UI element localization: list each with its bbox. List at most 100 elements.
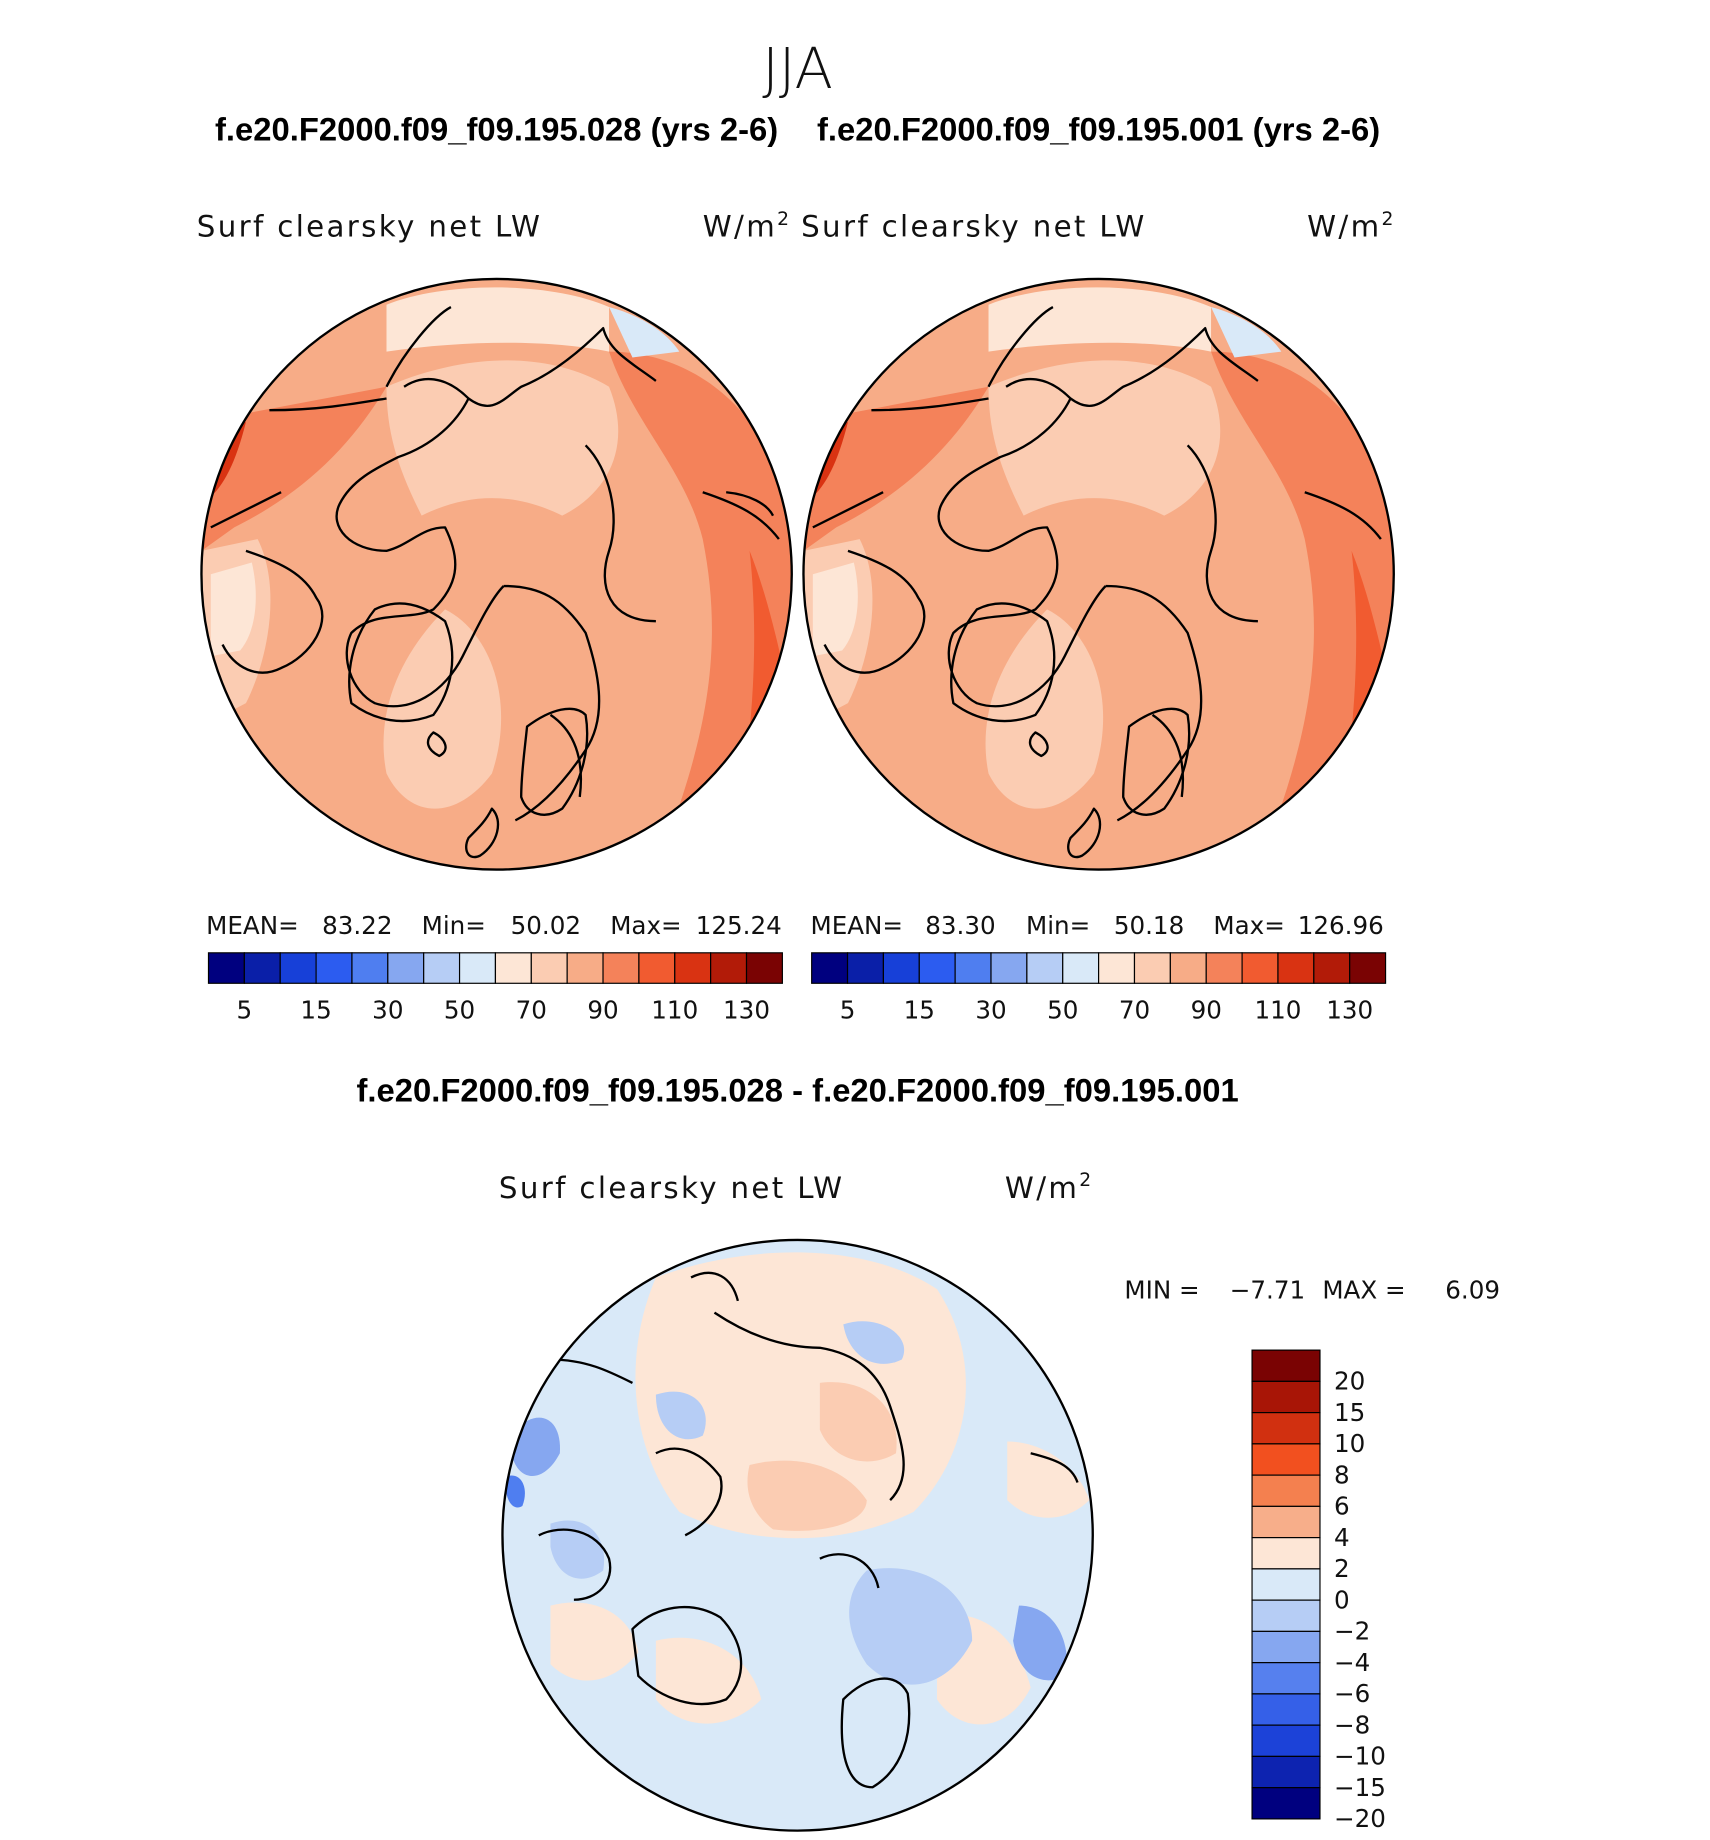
right-colorbar-swatch bbox=[1169, 952, 1207, 984]
difference-units-label: W/m2 bbox=[1005, 1170, 1094, 1205]
left-colorbar-swatch bbox=[530, 952, 568, 984]
right-colorbar-swatch bbox=[1133, 952, 1171, 984]
right-colorbar-swatch bbox=[1062, 952, 1100, 984]
difference-colorbar-tick-label: 0 bbox=[1334, 1585, 1350, 1614]
difference-min-label: MIN = bbox=[1124, 1276, 1199, 1305]
difference-colorbar-tick-label: 8 bbox=[1334, 1460, 1350, 1489]
left-colorbar-swatch bbox=[638, 952, 676, 984]
difference-colorbar-tick-label: −20 bbox=[1334, 1804, 1386, 1833]
right-colorbar-tick-label: 5 bbox=[840, 995, 856, 1024]
difference-map-border bbox=[501, 1238, 1094, 1832]
right-colorbar-swatch bbox=[1098, 952, 1136, 984]
difference-colorbar-tick-label: 10 bbox=[1334, 1429, 1365, 1458]
left-min-value: 50.02 bbox=[511, 911, 581, 940]
difference-colorbar-tick-label: −6 bbox=[1334, 1679, 1370, 1708]
right-mean-value: 83.30 bbox=[925, 911, 995, 940]
left-map bbox=[201, 278, 792, 870]
left-colorbar-swatch bbox=[458, 952, 497, 984]
left-colorbar-swatch bbox=[279, 952, 317, 984]
right-case-title: f.e20.F2000.f09_f09.195.001 (yrs 2-6) bbox=[817, 111, 1380, 148]
difference-colorbar-tick-label: 20 bbox=[1334, 1367, 1365, 1396]
right-colorbar-swatch bbox=[954, 952, 992, 984]
right-colorbar-swatch bbox=[990, 952, 1028, 984]
left-max-label: Max= bbox=[610, 911, 681, 940]
right-mean-label: MEAN= bbox=[810, 911, 903, 940]
difference-title: f.e20.F2000.f09_f09.195.028 - f.e20.F200… bbox=[356, 1072, 1238, 1109]
left-colorbar-swatch bbox=[243, 952, 281, 984]
right-colorbar-tick-label: 50 bbox=[1047, 995, 1078, 1024]
left-max-value: 125.24 bbox=[696, 911, 782, 940]
difference-colorbar-swatch bbox=[1251, 1349, 1321, 1382]
difference-colorbar-swatch bbox=[1251, 1505, 1321, 1539]
right-colorbar-tick-label: 15 bbox=[904, 995, 935, 1024]
difference-colorbar-swatch bbox=[1251, 1755, 1321, 1789]
difference-colorbar-swatch bbox=[1251, 1537, 1321, 1570]
left-variable-label: Surf clearsky net LW bbox=[197, 210, 543, 244]
left-min-label: Min= bbox=[422, 911, 486, 940]
left-colorbar-tick-label: 5 bbox=[237, 995, 253, 1024]
difference-colorbar-tick-label: −15 bbox=[1334, 1773, 1386, 1802]
right-colorbar-swatch bbox=[811, 952, 849, 984]
difference-colorbar-swatch bbox=[1251, 1412, 1321, 1445]
right-colorbar-tick-label: 110 bbox=[1254, 995, 1301, 1024]
left-colorbar-swatch bbox=[494, 952, 532, 984]
difference-colorbar-swatch bbox=[1251, 1630, 1321, 1664]
left-colorbar-swatch bbox=[602, 952, 640, 984]
right-colorbar-tick-label: 70 bbox=[1119, 995, 1150, 1024]
left-colorbar-swatch bbox=[710, 952, 748, 984]
left-mean-value: 83.22 bbox=[322, 911, 392, 940]
left-colorbar-tick-label: 15 bbox=[300, 995, 331, 1024]
left-colorbar-swatch bbox=[315, 952, 353, 984]
right-colorbar: 5 15 30 50 70 90 110 130 bbox=[811, 952, 1387, 1024]
difference-max-value: 6.09 bbox=[1445, 1276, 1500, 1305]
right-max-value: 126.96 bbox=[1298, 911, 1384, 940]
difference-colorbar-tick-label: −2 bbox=[1334, 1617, 1370, 1646]
left-colorbar-tick-label: 50 bbox=[444, 995, 475, 1024]
difference-colorbar-swatch bbox=[1251, 1693, 1321, 1726]
right-colorbar-swatch bbox=[1277, 952, 1315, 984]
left-units-label: W/m2 bbox=[703, 209, 792, 244]
left-colorbar-swatch bbox=[674, 952, 712, 984]
right-colorbar-swatch bbox=[846, 952, 884, 984]
left-colorbar-swatch bbox=[207, 952, 245, 984]
season-title: JJA bbox=[762, 37, 833, 102]
difference-colorbar-swatch bbox=[1251, 1568, 1321, 1601]
right-map-border bbox=[802, 277, 1395, 871]
difference-colorbar-tick-label: 15 bbox=[1334, 1398, 1365, 1427]
difference-colorbar-tick-label: 2 bbox=[1334, 1554, 1350, 1583]
left-colorbar: 5 15 30 50 70 90 110 130 bbox=[207, 952, 783, 1024]
difference-colorbar-swatch bbox=[1251, 1787, 1321, 1820]
right-colorbar-swatch bbox=[882, 952, 920, 984]
left-colorbar-tick-label: 30 bbox=[372, 995, 403, 1024]
right-colorbar-swatch bbox=[1313, 952, 1351, 984]
right-colorbar-swatch bbox=[1241, 952, 1279, 984]
right-min-label: Min= bbox=[1026, 911, 1090, 940]
difference-colorbar-swatch bbox=[1251, 1474, 1321, 1507]
difference-colorbar-swatch bbox=[1251, 1380, 1321, 1414]
right-max-label: Max= bbox=[1213, 911, 1284, 940]
right-colorbar-tick-label: 30 bbox=[975, 995, 1006, 1024]
right-colorbar-swatch bbox=[1205, 952, 1243, 984]
right-variable-label: Surf clearsky net LW bbox=[801, 210, 1147, 244]
left-colorbar-tick-label: 70 bbox=[516, 995, 547, 1024]
left-case-title: f.e20.F2000.f09_f09.195.028 (yrs 2-6) bbox=[215, 111, 778, 148]
left-colorbar-swatch bbox=[423, 952, 461, 984]
difference-max-label: MAX = bbox=[1322, 1276, 1405, 1305]
right-colorbar-tick-label: 90 bbox=[1191, 995, 1222, 1024]
right-colorbar-swatch bbox=[1349, 952, 1387, 984]
left-colorbar-swatch bbox=[387, 952, 425, 984]
difference-variable-label: Surf clearsky net LW bbox=[499, 1171, 845, 1205]
difference-colorbar-swatch bbox=[1251, 1724, 1321, 1757]
difference-colorbar-tick-label: 6 bbox=[1334, 1492, 1350, 1521]
right-colorbar-swatch bbox=[918, 952, 956, 984]
difference-colorbar-swatch bbox=[1251, 1599, 1321, 1632]
difference-colorbar-swatch bbox=[1251, 1662, 1321, 1695]
difference-map bbox=[502, 1239, 1093, 1831]
difference-colorbar-tick-label: −8 bbox=[1334, 1710, 1370, 1739]
difference-colorbar-swatch bbox=[1251, 1443, 1321, 1476]
left-mean-label: MEAN= bbox=[206, 911, 299, 940]
right-colorbar-tick-label: 130 bbox=[1326, 995, 1373, 1024]
right-units-label: W/m2 bbox=[1307, 209, 1396, 244]
